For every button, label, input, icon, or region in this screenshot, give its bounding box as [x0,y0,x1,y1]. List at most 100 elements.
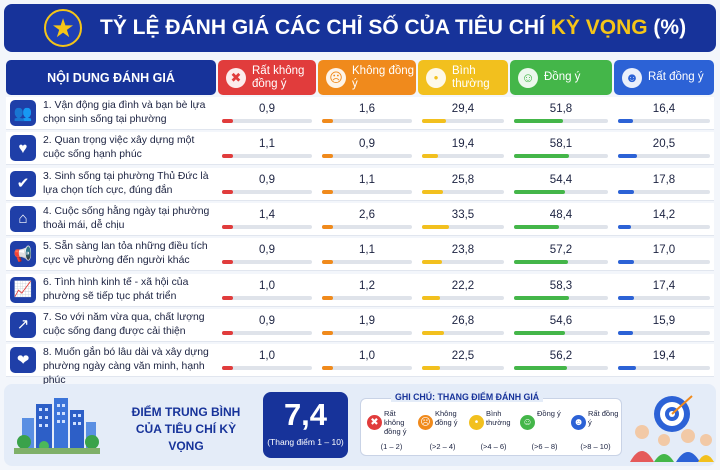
legend-item: ☻ Rất đồng ý (>8 – 10) [569,409,620,453]
value-cell: 23,8 [418,238,508,271]
column-header-label: Rất đồng ý [648,71,704,83]
legend-item-range: (>4 – 6) [480,442,507,451]
value-cell: 1,2 [318,274,416,307]
value-cell: 20,5 [614,132,714,165]
content-column-label: NỘI DUNG ĐÁNH GIÁ [47,70,175,85]
value-cell: 0,9 [218,309,316,342]
value-cell: 0,9 [318,132,416,165]
bar-mark [422,295,441,300]
bar-mark [514,154,569,159]
value-cell: 51,8 [510,97,612,130]
column-header-2: ☹ Không đồng ý [318,60,416,95]
data-label: 56,2 [549,350,573,363]
value-cell: 0,9 [218,168,316,201]
data-label: 54,4 [549,173,573,186]
legend-item: ☺ Đồng ý (>6 – 8) [518,409,569,453]
table-row: 📢 5. Sẵn sàng lan tỏa những điều tích cực… [6,238,714,272]
megaphone-icon: 📢 [10,241,36,268]
value-cell: 57,2 [510,238,612,271]
value-cell: 22,5 [418,344,508,377]
value-cell: 56,2 [510,344,612,377]
row-label: 3. Sinh sống tại phường Thủ Đức là lựa c… [43,170,209,196]
check-icon: ✔ [10,170,36,197]
value-cell: 1,6 [318,97,416,130]
bar-mark [422,366,441,371]
row-label: 6. Tình hình kinh tế - xã hội của phường… [43,276,189,302]
bar-track [322,260,412,265]
value-cell: 26,8 [418,309,508,342]
bar-mark [322,119,333,123]
table-row: ♥ 2. Quan trọng việc xây dựng một cuộc số… [6,132,714,166]
trend-up-icon: ↗ [10,311,36,338]
data-label: 20,5 [652,138,676,151]
value-cell: 1,1 [318,238,416,271]
bar-track [322,295,412,300]
column-header-4: ☺ Đồng ý [510,60,612,95]
bar-track [422,119,504,123]
bar-mark [222,119,233,123]
neutral-face-icon: • [426,67,446,88]
value-cell: 0,9 [218,97,316,130]
data-label: 17,8 [652,173,676,186]
bar-track [422,224,504,229]
data-label: 58,1 [549,138,573,151]
data-label: 1,1 [359,244,375,257]
data-label: 17,4 [652,279,676,292]
legend-item-name: Không đồng ý [435,409,458,427]
bar-track [322,189,412,194]
data-label: 1,9 [359,314,375,327]
very-sad-face-icon: ✖ [367,415,382,430]
bar-mark [322,366,333,371]
bar-track [222,119,312,123]
legend-item-range: (1 – 2) [380,442,403,451]
bar-track [514,154,608,159]
bar-track [222,154,312,159]
neutral-face-icon: • [469,415,484,430]
data-label: 19,4 [451,138,475,151]
bar-track [514,189,608,194]
data-label: 14,2 [652,208,676,221]
data-label: 1,0 [259,279,275,292]
bar-mark [222,189,233,194]
value-cell: 54,4 [510,168,612,201]
data-label: 33,5 [451,208,475,221]
data-label: 0,9 [259,173,275,186]
bar-track [514,330,608,335]
data-label: 22,2 [451,279,475,292]
bar-track [222,366,312,371]
value-cell: 14,2 [614,203,714,236]
bar-track [422,295,504,300]
bar-track [222,189,312,194]
data-label: 16,4 [652,103,676,115]
value-cell: 17,4 [614,274,714,307]
row-label: 5. Sẵn sàng lan tỏa những điều tích cực … [43,241,208,267]
scale-legend: GHI CHÚ: THANG ĐIỂM ĐÁNH GIÁ ✖ Rất không … [360,392,622,456]
average-score-label: ĐIỂM TRUNG BÌNH CỦA TIÊU CHÍ KỲ VỌNG [126,404,246,455]
average-score-scale: (Thang điểm 1 – 10) [267,437,344,447]
bar-mark [618,189,635,194]
bar-mark [322,260,333,265]
bar-mark [422,189,444,194]
column-header-1: ✖ Rất không đồng ý [218,60,316,95]
row-label: 7. So với năm vừa qua, chất lượng cuộc s… [43,311,205,337]
data-label: 54,6 [549,314,573,327]
bar-mark [422,224,450,229]
star-icon: ★ [44,9,82,47]
value-cell: 19,4 [614,344,714,377]
legend-item-name: Rất đồng ý [588,409,619,427]
data-label: 29,4 [451,103,475,115]
bar-track [322,366,412,371]
value-cell: 16,4 [614,97,714,130]
happy-face-icon: ☺ [520,415,535,430]
value-cell: 1,0 [318,344,416,377]
data-label: 0,9 [259,103,275,115]
data-label: 57,2 [549,244,573,257]
data-label: 2,6 [359,208,375,221]
value-cell: 1,4 [218,203,316,236]
bar-mark [222,295,233,300]
bar-track [222,224,312,229]
bar-track [514,366,608,371]
data-label: 23,8 [451,244,475,257]
bar-track [322,330,412,335]
